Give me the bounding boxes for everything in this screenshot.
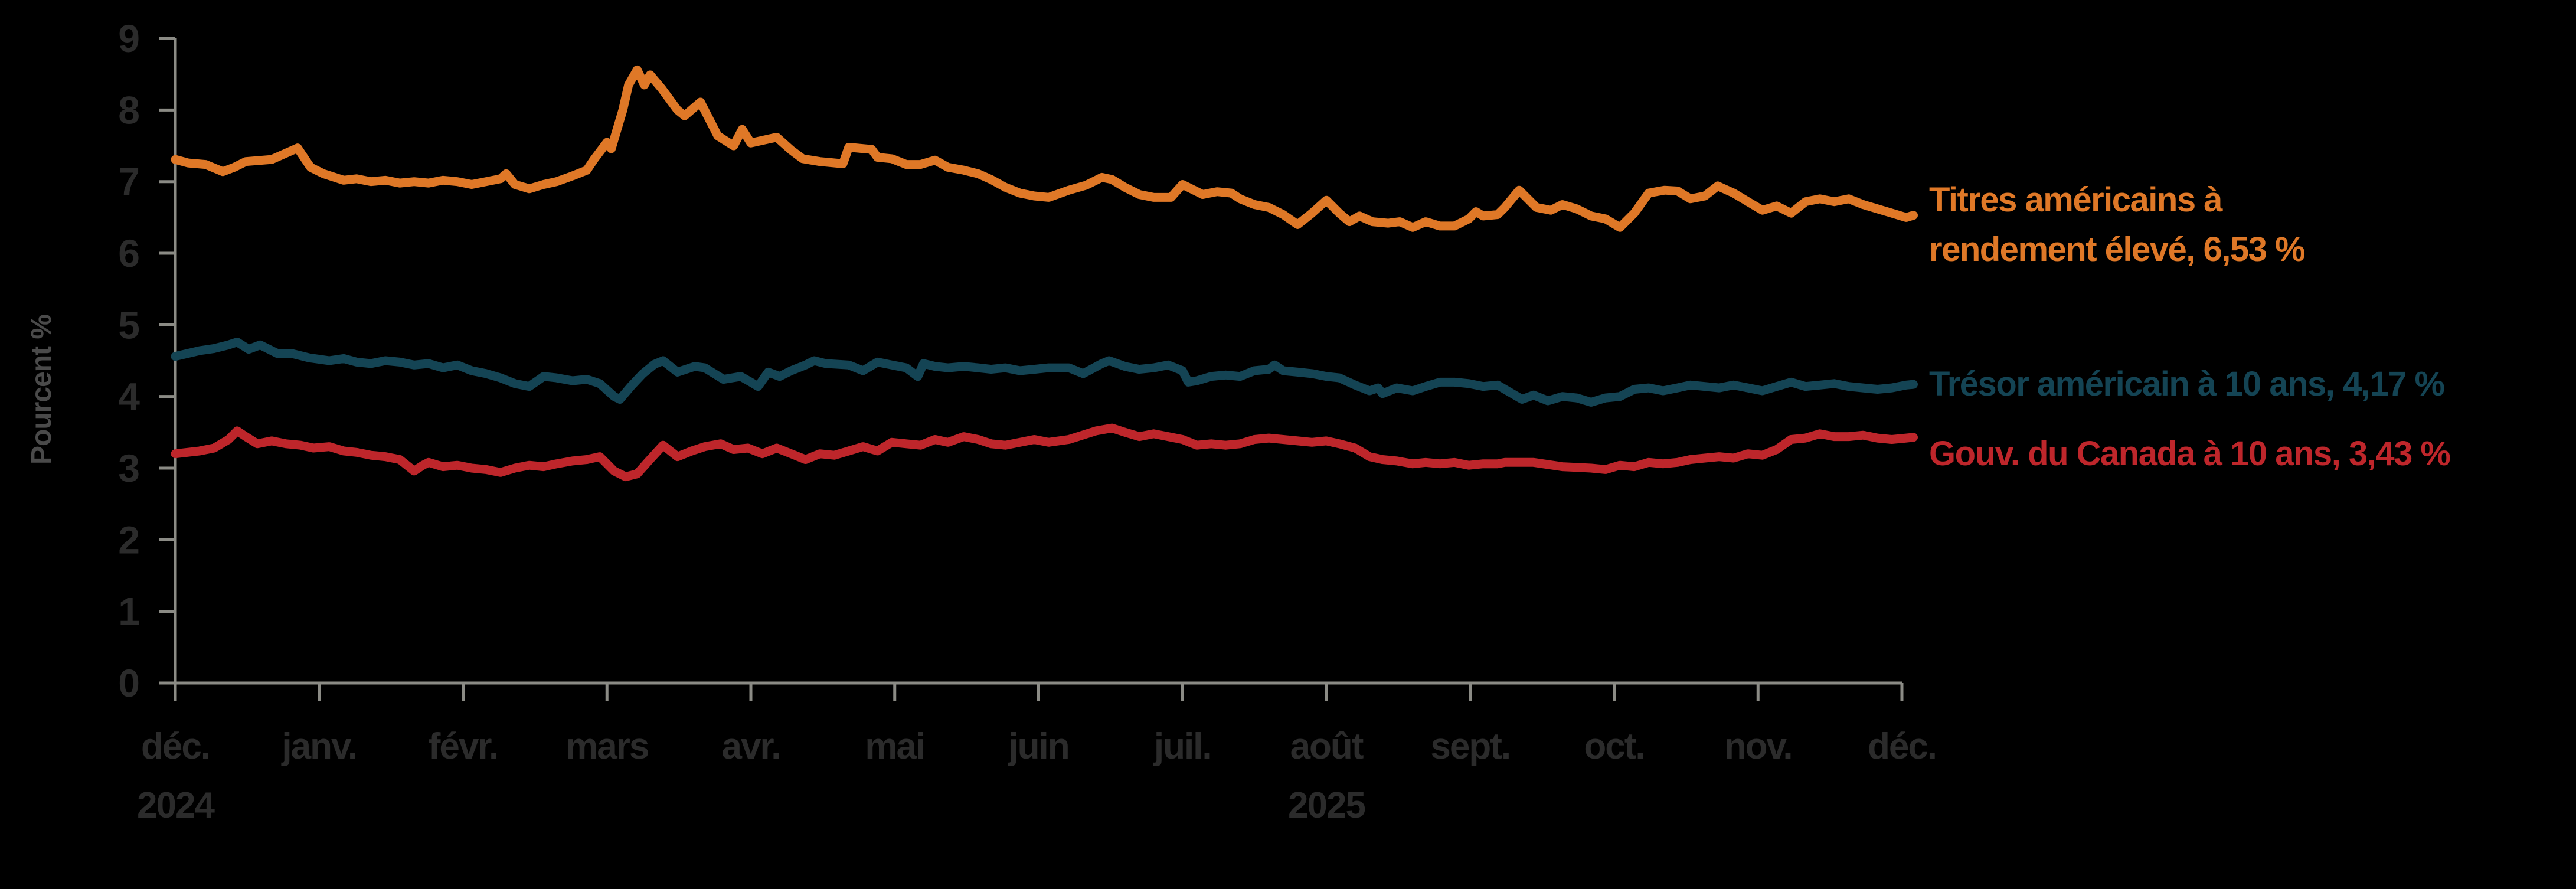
series-line-us-treasury (171, 338, 1918, 407)
y-tick-label-7: 7 (118, 160, 139, 204)
y-tick-label-9: 9 (118, 17, 139, 60)
y-tick-label-1: 1 (118, 590, 139, 633)
series-label-us-high-yield-line2: rendement élevé, 6,53 % (1929, 230, 2305, 269)
month-label-11-nov: nov. (1724, 726, 1792, 767)
month-label-8-aot: août (1290, 726, 1364, 767)
month-label-9-sept: sept. (1430, 726, 1510, 767)
month-label-0-dc: déc. (141, 726, 210, 767)
month-label-4-avr: avr. (722, 726, 780, 767)
month-label-10-oct: oct. (1584, 726, 1644, 767)
month-label-1-janv: janv. (281, 726, 357, 767)
y-axis-title: Pourcent % (26, 315, 57, 465)
y-tick-label-2: 2 (118, 518, 139, 561)
month-label-5-mai: mai (865, 726, 924, 767)
y-tick-label-8: 8 (118, 88, 139, 132)
series-label-canada-gov-line1: Gouv. du Canada à 10 ans, 3,43 % (1929, 434, 2450, 473)
series-label-us-high-yield-line1: Titres américains à (1929, 181, 2223, 219)
month-label-6-juin: juin (1008, 726, 1068, 767)
year-label-2024: 2024 (137, 785, 215, 826)
series-line-us-high-yield (171, 65, 1918, 232)
month-label-12-dc: déc. (1868, 726, 1936, 767)
year-label-2025: 2025 (1288, 785, 1365, 826)
month-label-2-fvr: févr. (429, 726, 498, 767)
y-tick-label-0: 0 (118, 661, 139, 705)
series-line-canada-gov (171, 423, 1918, 482)
month-label-3-mars: mars (565, 726, 648, 767)
y-tick-label-3: 3 (118, 446, 139, 490)
series-label-us-treasury-line1: Trésor américain à 10 ans, 4,17 % (1929, 365, 2445, 403)
month-label-7-juil: juil. (1153, 726, 1211, 767)
y-tick-label-5: 5 (118, 303, 139, 347)
y-tick-label-6: 6 (118, 231, 139, 275)
y-tick-label-4: 4 (118, 375, 140, 419)
